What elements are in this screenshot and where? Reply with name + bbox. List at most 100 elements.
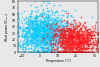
May to October xyxy=(76,44,78,45)
May to October xyxy=(71,31,72,32)
November to April xyxy=(36,39,38,40)
May to October xyxy=(80,41,82,42)
May to October xyxy=(97,42,99,43)
November to April xyxy=(47,38,48,39)
May to October xyxy=(74,38,76,39)
November to April xyxy=(38,29,40,30)
November to April xyxy=(50,46,52,47)
November to April xyxy=(70,42,71,43)
May to October xyxy=(74,52,76,53)
November to April xyxy=(34,52,36,53)
November to April xyxy=(34,30,36,31)
November to April xyxy=(20,21,22,22)
May to October xyxy=(73,37,75,38)
November to April xyxy=(23,10,24,11)
May to October xyxy=(74,32,76,34)
May to October xyxy=(64,49,66,50)
May to October xyxy=(95,47,97,48)
November to April xyxy=(52,22,53,23)
May to October xyxy=(97,49,99,50)
May to October xyxy=(65,29,66,31)
November to April xyxy=(55,46,57,47)
November to April xyxy=(55,43,57,44)
May to October xyxy=(79,36,80,37)
November to April xyxy=(62,24,63,25)
November to April xyxy=(37,27,39,28)
November to April xyxy=(67,48,68,49)
November to April xyxy=(25,44,26,45)
May to October xyxy=(78,43,80,44)
May to October xyxy=(66,38,67,39)
November to April xyxy=(17,52,19,53)
May to October xyxy=(96,40,98,41)
November to April xyxy=(51,52,52,53)
May to October xyxy=(73,28,75,29)
November to April xyxy=(51,32,53,33)
May to October xyxy=(70,35,71,37)
November to April xyxy=(52,21,54,22)
November to April xyxy=(27,27,29,28)
November to April xyxy=(62,31,63,32)
November to April xyxy=(63,38,64,39)
November to April xyxy=(42,20,43,21)
November to April xyxy=(30,43,32,44)
November to April xyxy=(30,52,32,53)
May to October xyxy=(97,33,99,34)
November to April xyxy=(54,30,55,31)
November to April xyxy=(42,25,44,26)
November to April xyxy=(28,31,29,32)
May to October xyxy=(50,44,52,46)
November to April xyxy=(47,49,48,50)
May to October xyxy=(90,36,92,37)
May to October xyxy=(63,35,64,36)
November to April xyxy=(63,33,65,34)
November to April xyxy=(55,30,57,32)
November to April xyxy=(52,44,53,45)
November to April xyxy=(57,29,59,31)
May to October xyxy=(66,12,67,13)
May to October xyxy=(64,36,66,38)
May to October xyxy=(64,41,66,42)
May to October xyxy=(54,33,55,34)
November to April xyxy=(55,29,56,30)
November to April xyxy=(74,9,76,10)
May to October xyxy=(65,43,67,44)
November to April xyxy=(63,45,64,46)
November to April xyxy=(57,51,59,52)
November to April xyxy=(61,20,63,21)
November to April xyxy=(44,25,46,26)
November to April xyxy=(60,37,62,38)
November to April xyxy=(56,34,58,35)
November to April xyxy=(30,34,32,35)
November to April xyxy=(49,35,51,36)
May to October xyxy=(87,28,89,29)
November to April xyxy=(26,23,28,24)
May to October xyxy=(73,41,75,42)
November to April xyxy=(39,21,40,22)
November to April xyxy=(43,37,45,38)
May to October xyxy=(76,52,77,53)
November to April xyxy=(45,45,47,46)
November to April xyxy=(44,28,45,29)
May to October xyxy=(83,40,85,41)
November to April xyxy=(35,35,37,36)
November to April xyxy=(38,43,40,44)
November to April xyxy=(49,38,50,39)
May to October xyxy=(77,36,78,37)
November to April xyxy=(54,43,56,44)
November to April xyxy=(68,15,69,16)
November to April xyxy=(55,52,56,53)
November to April xyxy=(28,33,30,34)
November to April xyxy=(36,50,38,51)
November to April xyxy=(55,26,57,27)
November to April xyxy=(46,32,48,34)
May to October xyxy=(60,28,62,29)
November to April xyxy=(40,30,41,31)
November to April xyxy=(58,20,59,21)
May to October xyxy=(61,30,63,31)
May to October xyxy=(70,44,72,45)
May to October xyxy=(81,50,83,51)
November to April xyxy=(31,32,33,34)
May to October xyxy=(69,49,70,50)
November to April xyxy=(42,11,44,12)
